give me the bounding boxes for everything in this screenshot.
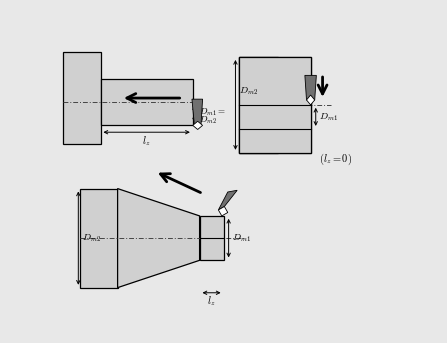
Text: $D_{m2}$: $D_{m2}$ (239, 85, 258, 97)
Text: $l_z$: $l_z$ (207, 294, 216, 308)
Text: $(l_z=0)$: $(l_z=0)$ (319, 152, 352, 167)
Polygon shape (219, 206, 228, 216)
Text: $l_z$: $l_z$ (143, 134, 151, 147)
Polygon shape (305, 75, 316, 100)
Bar (239, 57, 278, 153)
Bar (63, 52, 101, 144)
Bar (239, 129, 311, 153)
Bar (239, 105, 311, 129)
Polygon shape (200, 216, 224, 260)
Polygon shape (307, 95, 315, 105)
Text: $D_{m2}$: $D_{m2}$ (82, 232, 101, 244)
Polygon shape (219, 190, 237, 210)
Polygon shape (118, 189, 200, 288)
Text: $D_{m1}=$: $D_{m1}=$ (198, 106, 225, 118)
Polygon shape (192, 99, 202, 126)
Text: $D_{m1}$: $D_{m1}$ (319, 111, 338, 123)
Bar (239, 57, 311, 153)
Text: $D_{m1}$: $D_{m1}$ (232, 232, 251, 244)
Bar (101, 79, 193, 126)
Bar (239, 57, 311, 105)
Polygon shape (193, 121, 202, 129)
Bar (80, 189, 118, 288)
Text: $D_{m2}$: $D_{m2}$ (198, 114, 216, 126)
